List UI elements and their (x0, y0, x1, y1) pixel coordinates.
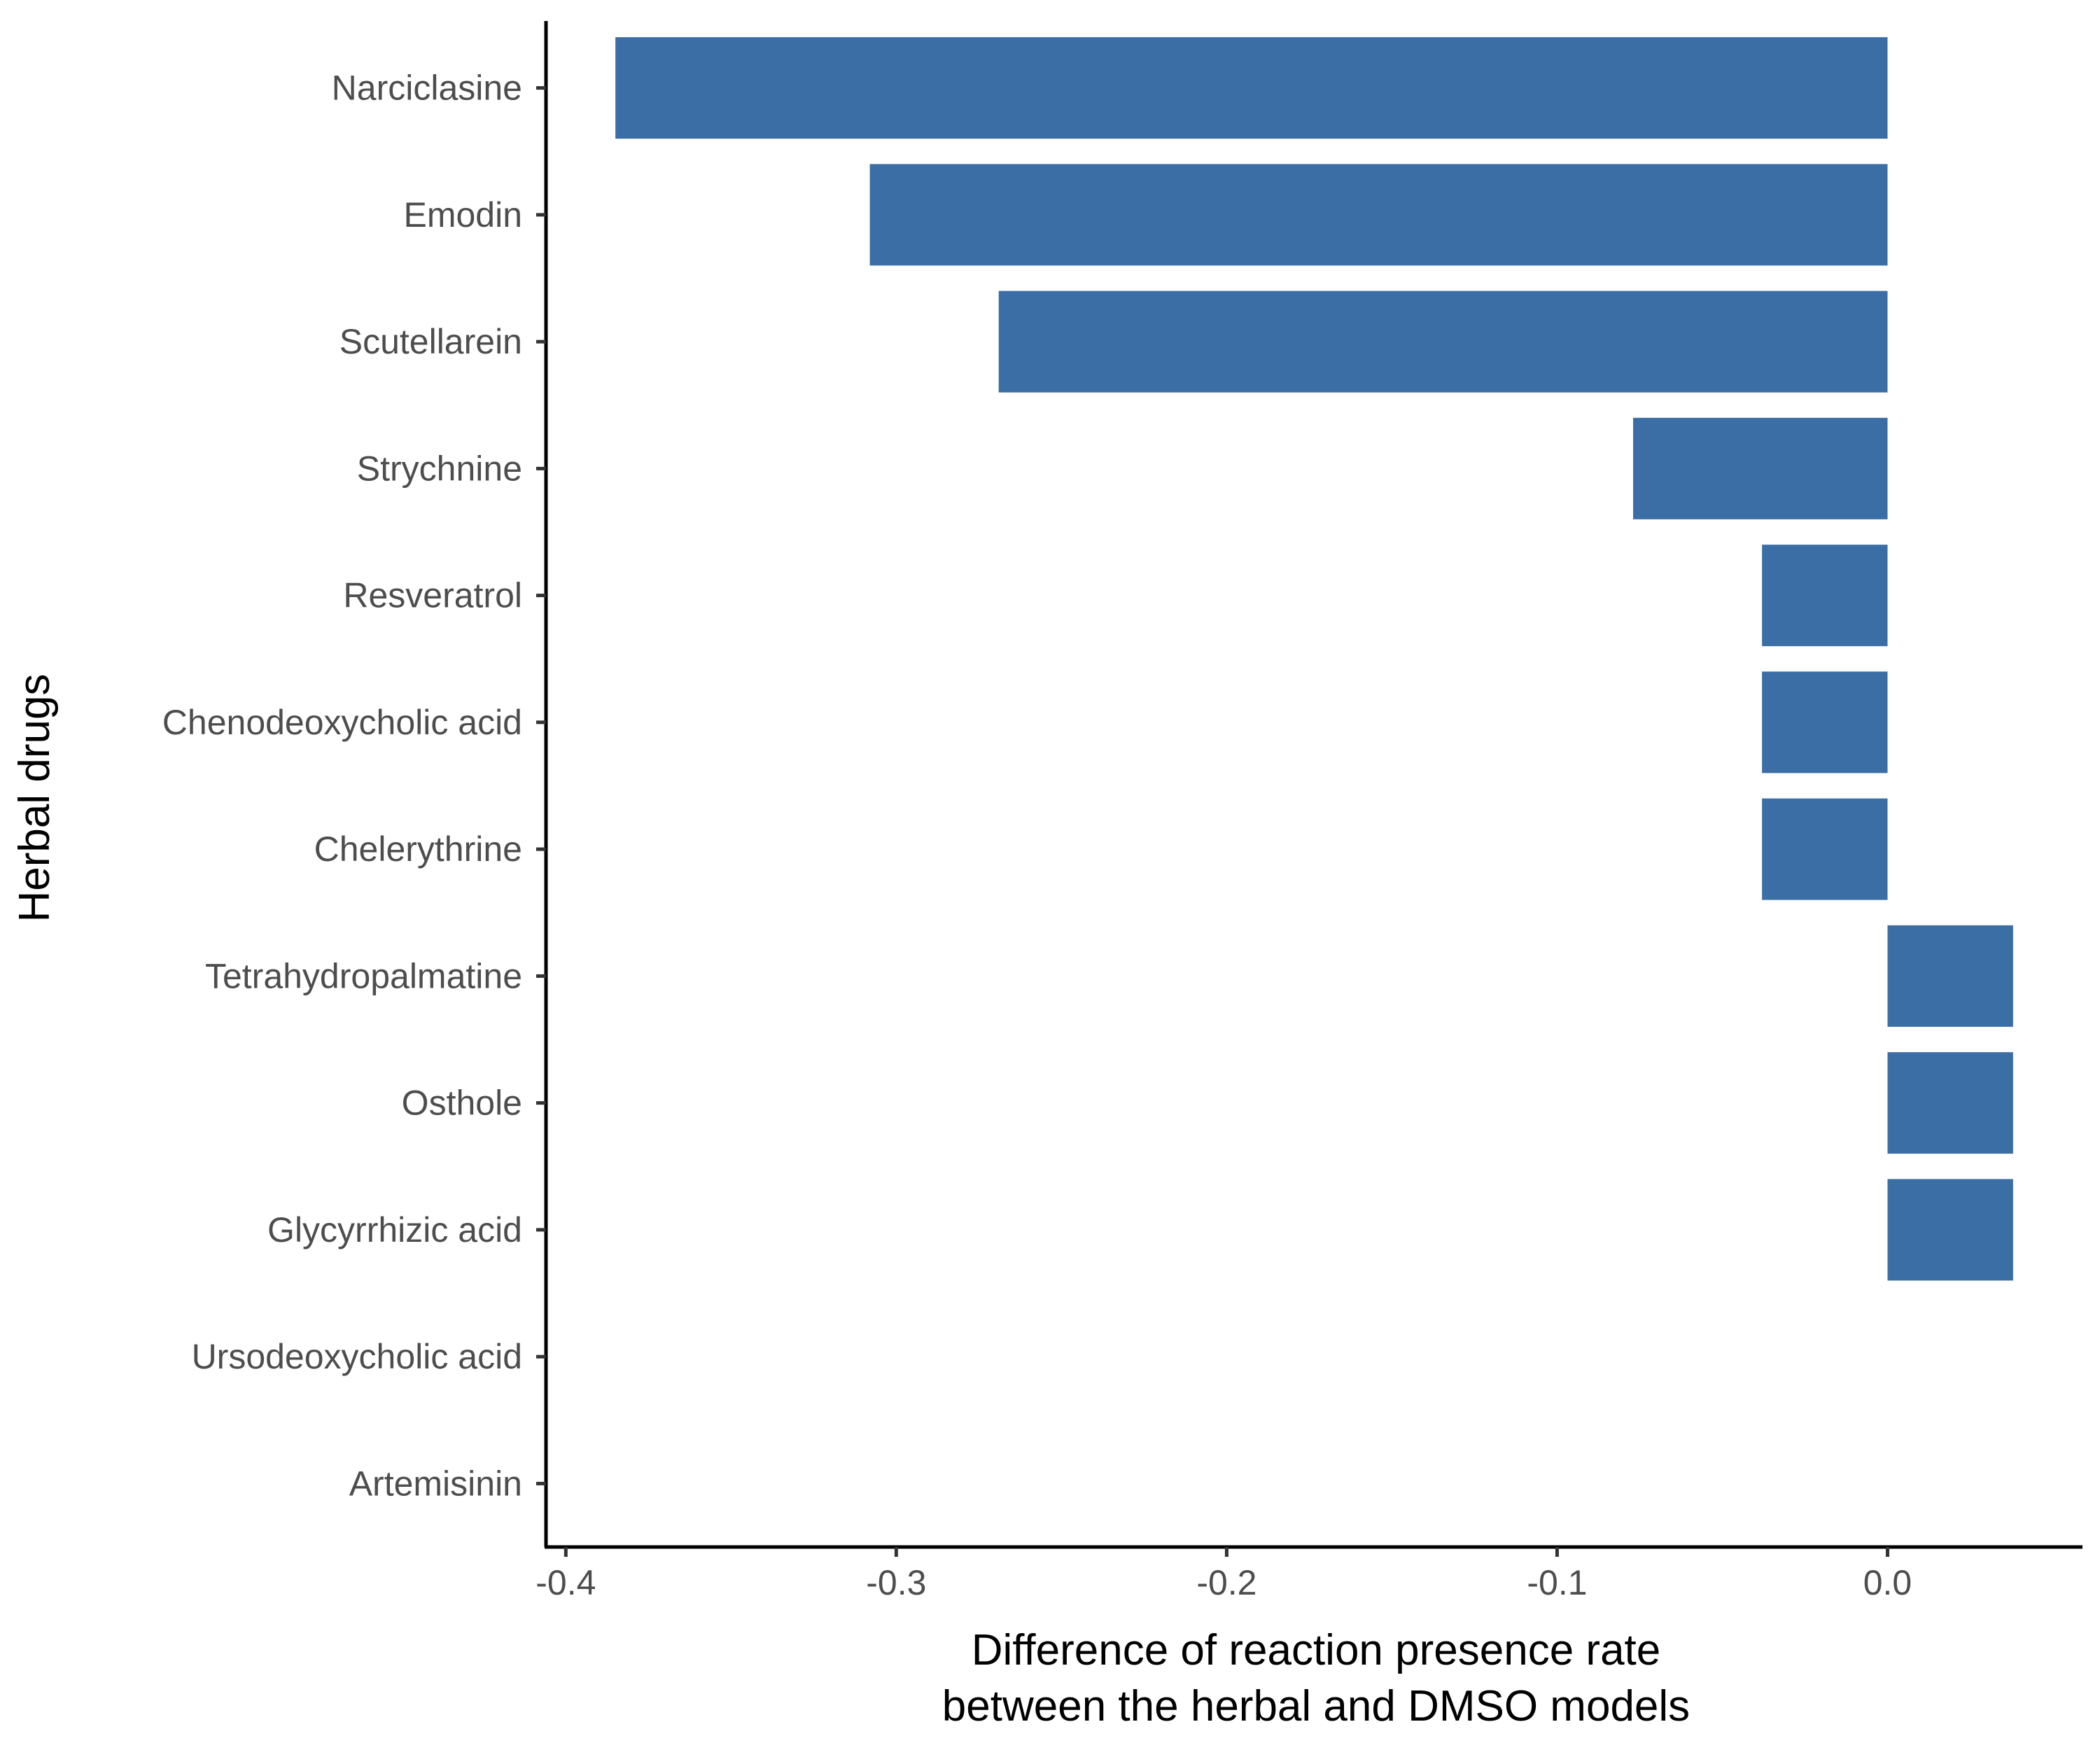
bar-resveratrol (1762, 545, 1888, 647)
bar-chenodeoxycholic-acid (1762, 671, 1888, 774)
bar-tetrahydropalmatine (1887, 925, 2013, 1027)
x-tick-label: -0.2 (1196, 1563, 1256, 1602)
x-tick-label: -0.3 (866, 1563, 926, 1602)
x-tick-label: -0.1 (1527, 1563, 1587, 1602)
y-tick-label: Artemisinin (349, 1464, 522, 1503)
y-tick-label: Chenodeoxycholic acid (162, 703, 522, 742)
bars-group (615, 37, 2013, 1281)
bar-chelerythrine (1762, 798, 1888, 900)
x-axis-title-line2: between the herbal and DMSO models (942, 1682, 1690, 1730)
y-tick-label: Scutellarein (340, 322, 522, 361)
y-tick-label: Tetrahydropalmatine (205, 956, 522, 995)
y-axis: Narciclasine Emodin Scutellarein Strychnine… (162, 21, 548, 1547)
x-tick-label: -0.4 (536, 1563, 596, 1602)
bar-narciclasine (615, 37, 1888, 139)
y-tick-label: Emodin (403, 195, 522, 234)
y-tick-label: Chelerythrine (314, 830, 522, 869)
y-tick-label: Ursodeoxycholic acid (192, 1337, 522, 1376)
bar-glycyrrhizic-acid (1887, 1179, 2013, 1281)
y-tick-label: Strychnine (357, 449, 522, 488)
x-axis: -0.4 -0.3 -0.2 -0.1 0.0 (536, 1545, 2082, 1602)
y-tick-label: Resveratrol (343, 576, 522, 615)
y-tick-label: Osthole (402, 1084, 522, 1123)
bar-scutellarein (998, 290, 1888, 393)
bar-emodin (869, 164, 1888, 266)
bar-osthole (1887, 1052, 2013, 1154)
x-axis-title-line1: Difference of reaction presence rate (972, 1626, 1661, 1674)
y-tick-label: Narciclasine (332, 69, 522, 108)
bar-strychnine (1633, 417, 1888, 519)
y-axis-title: Herbal drugs (10, 674, 59, 923)
x-tick-label: 0.0 (1863, 1563, 1912, 1602)
y-tick-label: Glycyrrhizic acid (267, 1210, 522, 1250)
